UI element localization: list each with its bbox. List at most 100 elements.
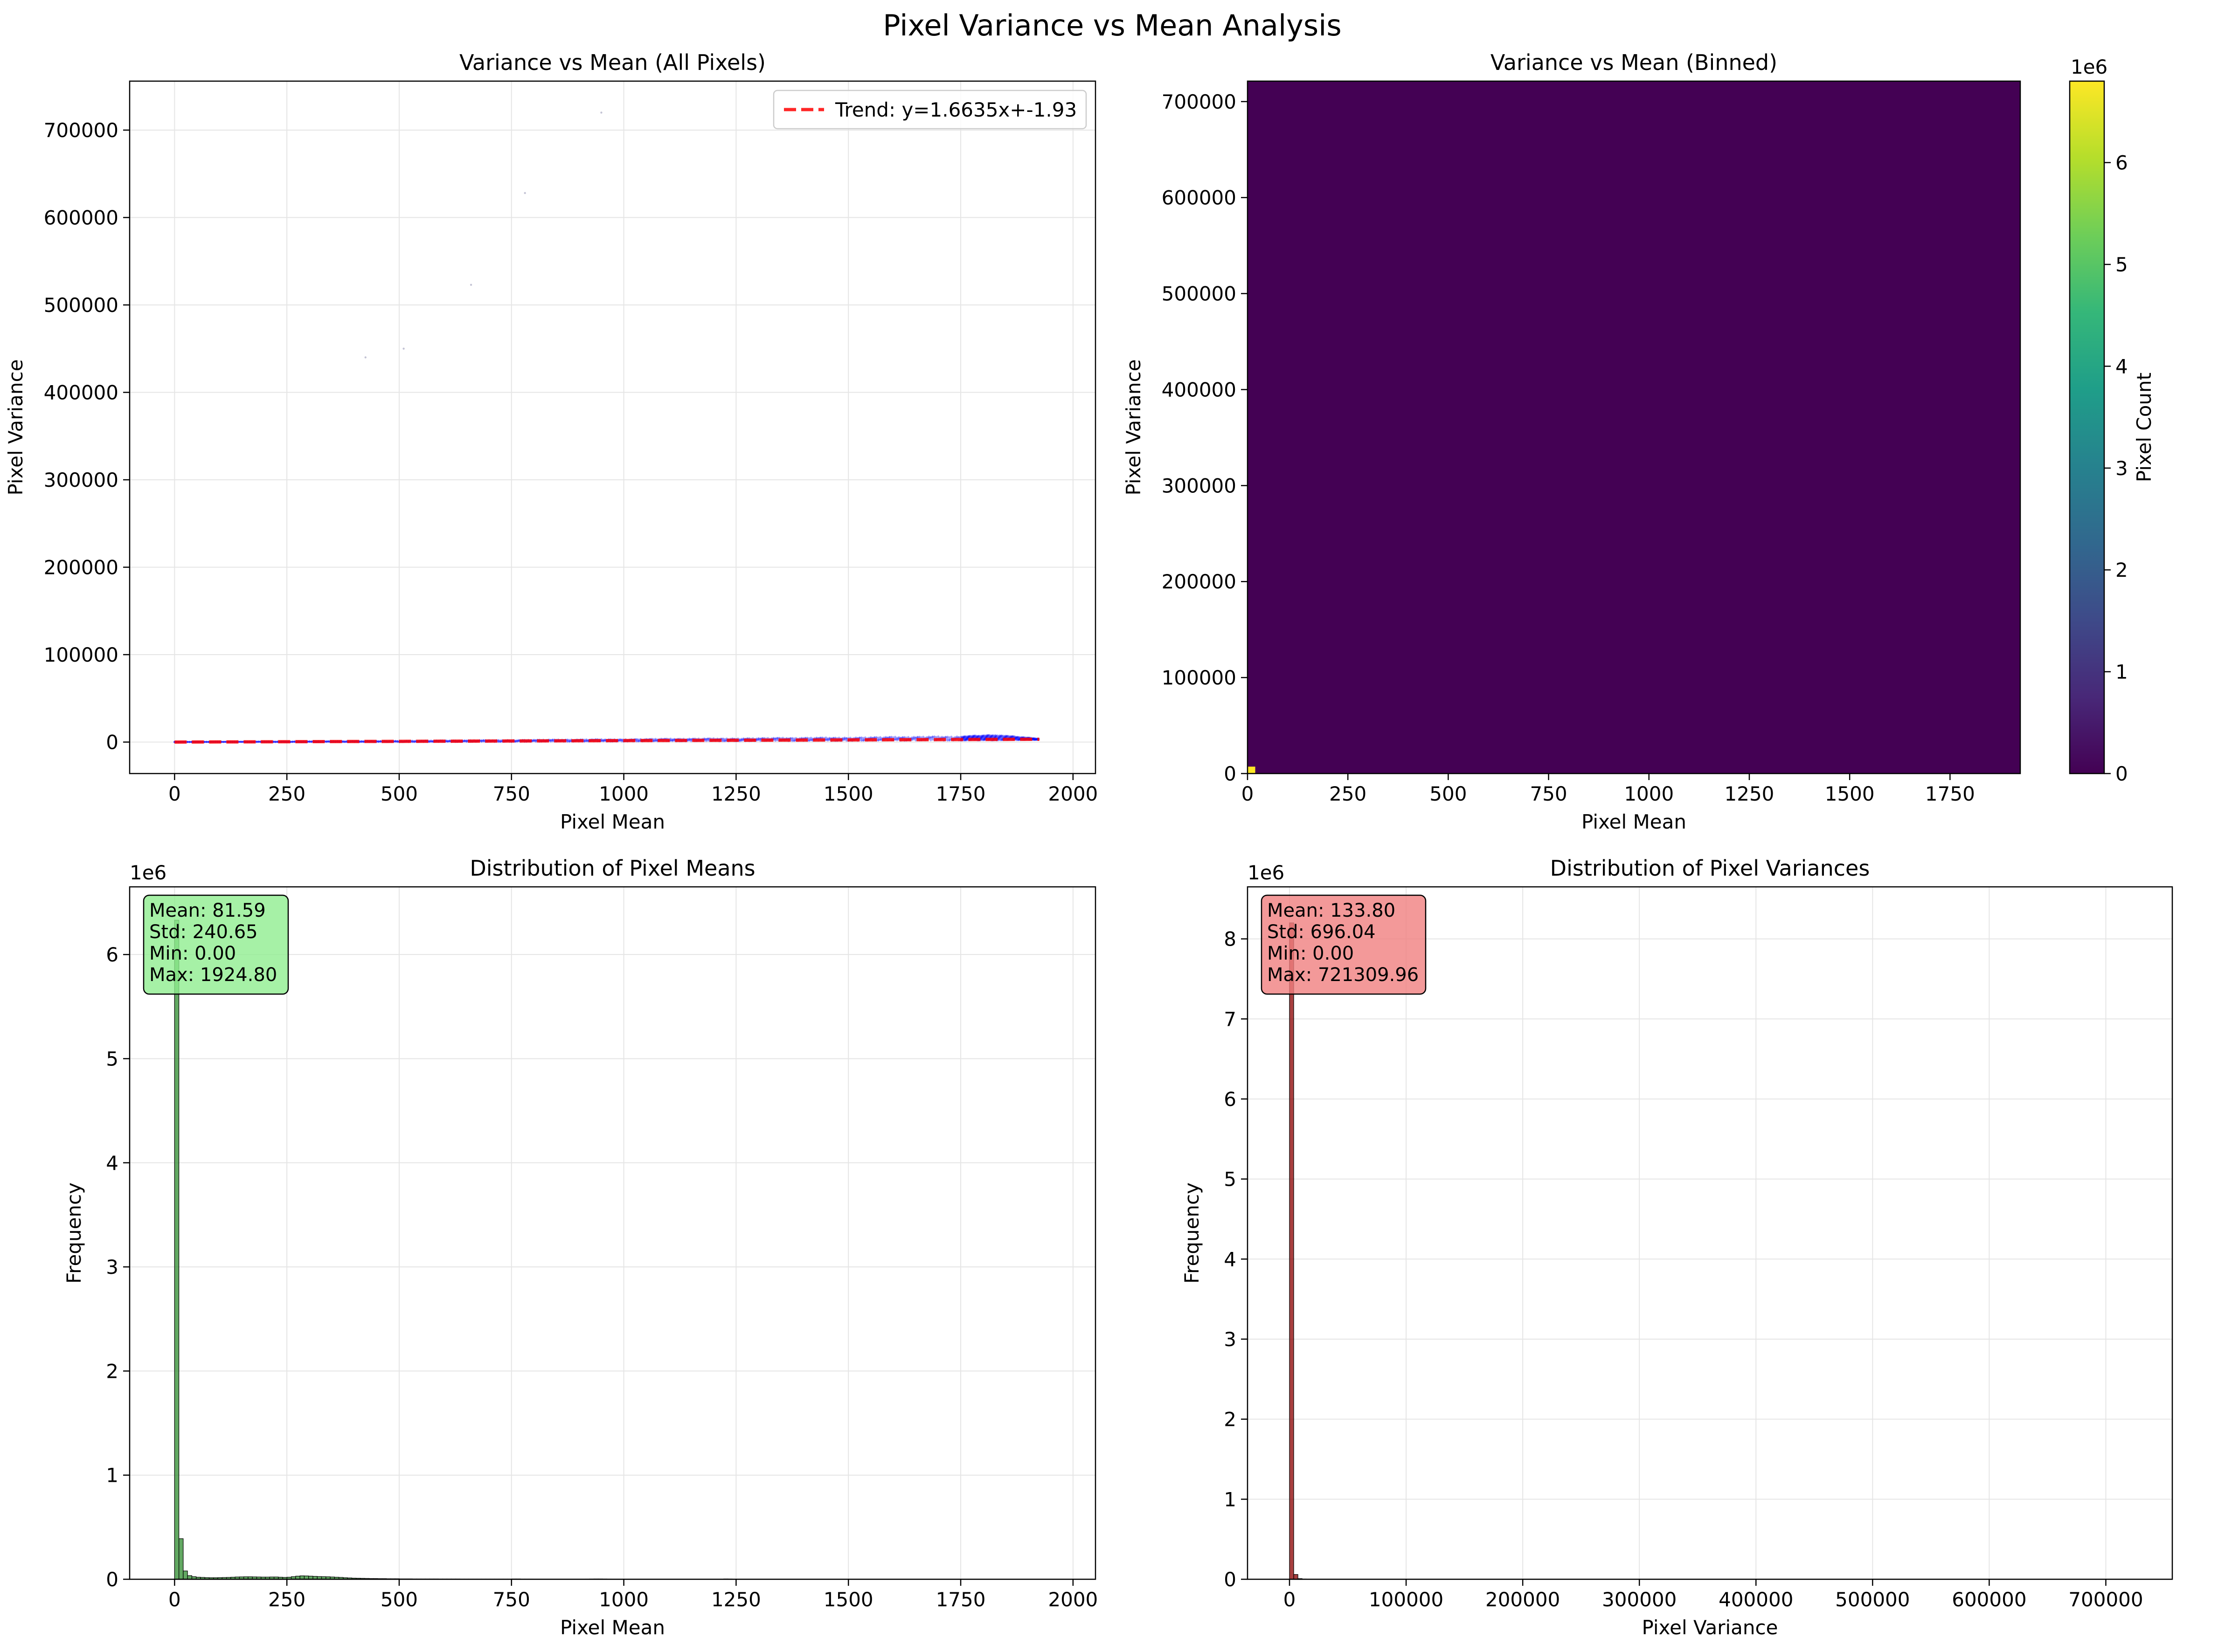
scatter-point <box>207 740 209 743</box>
scatter-point <box>1018 738 1020 740</box>
scatter-point <box>1015 738 1017 740</box>
x-tick-label: 1250 <box>711 1588 761 1611</box>
scatter-point <box>956 735 958 738</box>
scatter-point <box>724 738 726 740</box>
scatter-point <box>188 741 191 743</box>
scatter-point <box>690 739 693 741</box>
x-tick-label: 500 <box>381 1588 418 1611</box>
scatter-point <box>274 740 277 743</box>
scatter-point <box>239 741 242 743</box>
scatter-point <box>873 736 876 739</box>
scatter-point <box>1033 739 1035 741</box>
scatter-point <box>859 736 861 739</box>
scatter-point <box>654 740 657 742</box>
scatter-point <box>999 736 1001 738</box>
scatter-point <box>585 739 588 741</box>
scatter-point <box>1016 736 1019 738</box>
y-tick-label: 700000 <box>1162 90 1236 113</box>
scatter-point <box>188 741 191 743</box>
y-tick-label: 6 <box>106 943 118 966</box>
scatter-point <box>915 736 917 739</box>
scatter-point <box>862 737 865 739</box>
histogram-bar <box>178 1538 184 1580</box>
scatter-point <box>965 738 967 740</box>
scatter-point <box>652 740 655 742</box>
scatter-point <box>310 740 312 743</box>
scatter-point <box>963 736 965 739</box>
scatter-point <box>619 738 621 740</box>
scatter-point <box>995 735 998 737</box>
scatter-point <box>1034 738 1036 740</box>
scatter-point <box>308 740 311 743</box>
x-axis-label: Pixel Mean <box>560 810 665 833</box>
colorbar-multiplier: 1e6 <box>2071 55 2107 78</box>
stats-line: Min: 0.00 <box>149 943 236 964</box>
scatter-point <box>772 737 775 739</box>
y-tick-label: 2 <box>106 1360 118 1382</box>
scatter-point <box>514 740 516 743</box>
scatter-point <box>877 736 880 739</box>
x-axis-label: Pixel Variance <box>1642 1616 1778 1639</box>
scatter-point <box>293 740 296 743</box>
scatter-point <box>688 739 691 742</box>
scatter-point <box>1033 738 1036 740</box>
scatter-point <box>291 740 294 743</box>
scatter-point <box>971 735 973 738</box>
scatter-point <box>845 738 848 740</box>
scatter-point <box>843 736 846 739</box>
scatter-point <box>344 741 346 743</box>
colorbar-tick-label: 6 <box>2115 152 2128 174</box>
y-tick-label: 600000 <box>1162 187 1236 209</box>
scatter-point <box>931 735 934 738</box>
scatter-point <box>980 738 982 741</box>
scatter-point <box>1010 736 1012 739</box>
scatter-point <box>982 736 985 738</box>
scatter-point <box>619 739 621 741</box>
x-tick-label: 1750 <box>1925 782 1975 805</box>
scatter-point <box>308 740 311 743</box>
x-tick-label: 1250 <box>1725 782 1774 805</box>
scatter-point <box>722 739 724 742</box>
scatter-point <box>482 740 485 743</box>
scatter-point <box>808 737 811 740</box>
y-tick-label: 1 <box>1224 1488 1236 1511</box>
scatter-point <box>551 739 554 742</box>
scatter-point <box>1016 739 1019 741</box>
scatter-point <box>207 741 209 743</box>
scatter-point <box>499 740 501 743</box>
scatter-point <box>205 741 208 743</box>
y-axis-label: Frequency <box>1180 1182 1203 1284</box>
scatter-point <box>988 736 991 738</box>
scatter-point <box>1009 735 1012 738</box>
scatter-point <box>499 740 501 743</box>
panel-title: Distribution of Pixel Means <box>470 856 755 881</box>
scatter-point <box>985 735 988 738</box>
scatter-point <box>1018 737 1021 740</box>
scatter-point <box>344 740 346 743</box>
scatter-point <box>276 740 279 743</box>
x-axis-label: Pixel Mean <box>1581 810 1686 833</box>
scatter-point <box>896 738 898 740</box>
x-tick-label: 700000 <box>2068 1588 2143 1611</box>
scatter-point <box>791 740 794 742</box>
scatter-point <box>946 737 949 739</box>
scatter-point <box>986 736 989 739</box>
scatter-point <box>774 740 776 742</box>
scatter-point <box>888 736 891 739</box>
scatter-point <box>272 740 275 743</box>
scatter-point <box>983 737 985 740</box>
scatter-point <box>497 740 499 743</box>
scatter-point <box>549 739 552 741</box>
scatter-point <box>342 740 344 743</box>
scatter-point <box>465 740 468 743</box>
scatter-point <box>791 738 794 740</box>
scatter-point <box>926 736 928 739</box>
scatter-point <box>447 740 449 742</box>
scatter-point <box>739 739 741 741</box>
scatter-point <box>825 736 827 739</box>
scatter-point <box>310 741 312 743</box>
scatter-point <box>995 735 997 738</box>
x-tick-label: 200000 <box>1485 1588 1560 1611</box>
scatter-point <box>920 736 922 739</box>
scatter-point <box>946 735 949 738</box>
